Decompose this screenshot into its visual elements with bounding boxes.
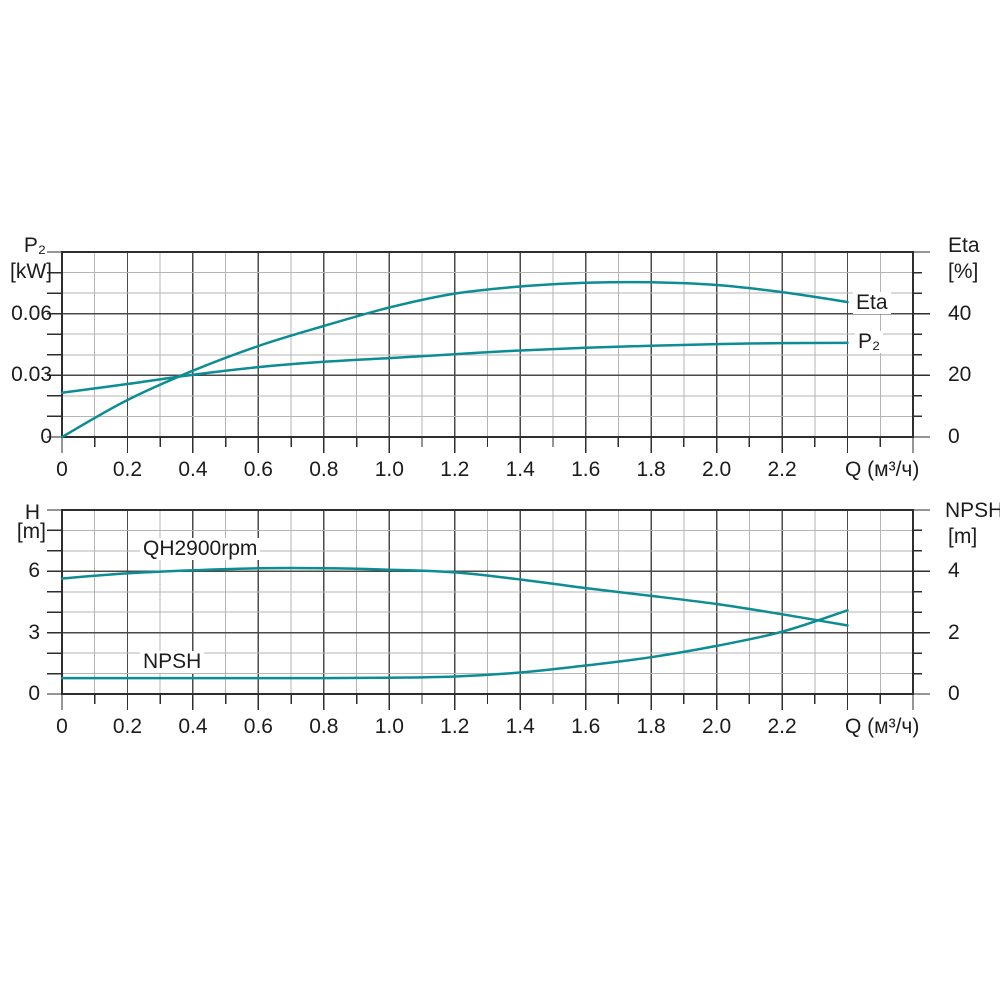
x-tick-label: 1.2 <box>440 715 470 738</box>
x-tick-label: 1.0 <box>374 715 404 738</box>
curve-label-p2: P₂ <box>855 331 884 353</box>
plot-frame <box>61 509 914 695</box>
top-right-axis-unit: [%] <box>948 260 979 283</box>
x-tick-label: 2.2 <box>767 458 797 481</box>
top-left-tick-label: 0.06 <box>11 302 52 325</box>
curve-npsh <box>60 609 849 680</box>
curve-label-eta: Eta <box>853 292 891 314</box>
x-tick-label: 0.6 <box>243 715 273 738</box>
bottom-left-axis-title: H <box>24 501 40 524</box>
bottom-right-tick-label: 4 <box>948 559 960 582</box>
bottom-right-axis-title: NPSH <box>945 499 1000 522</box>
x-tick-label: 0.8 <box>309 458 339 481</box>
x-tick-label: 0.4 <box>178 715 208 738</box>
x-tick-label: 0.4 <box>178 458 208 481</box>
grid-lines <box>62 252 913 437</box>
curve-label-qh2900rpm: QH2900rpm <box>140 538 261 560</box>
top-right-axis-title: Eta <box>948 234 980 257</box>
x-tick-label: 0 <box>56 458 68 481</box>
top-left-tick-label: 0 <box>40 425 52 448</box>
curve-eta <box>60 280 849 439</box>
x-tick-label: 0.6 <box>243 458 273 481</box>
x-tick-label: 1.8 <box>636 458 666 481</box>
x-tick-label: 1.4 <box>505 715 535 738</box>
top-right-tick-label: 20 <box>948 363 972 386</box>
bottom-left-tick-label: 3 <box>28 621 40 644</box>
plot-frame <box>61 251 914 438</box>
curve-label-npsh: NPSH <box>140 651 205 673</box>
top-left-axis-title: P₂ <box>23 234 46 257</box>
x-tick-label: 1.8 <box>636 715 666 738</box>
bottom-right-axis-unit: [m] <box>948 525 978 548</box>
x-tick-label: 0.8 <box>309 715 339 738</box>
bottom-left-tick-label: 0 <box>28 682 40 705</box>
x-tick-label: 0.2 <box>112 715 143 738</box>
bottom-right-tick-label: 2 <box>948 621 960 644</box>
tick-marks <box>47 251 930 453</box>
top-left-tick-label: 0.03 <box>11 363 52 386</box>
x-tick-label: 2.2 <box>767 715 797 738</box>
x-tick-label: 2.0 <box>702 458 732 481</box>
bottom-left-axis-unit: [m] <box>16 520 46 543</box>
curve-qh2900rpm <box>60 566 849 627</box>
tick-marks <box>47 509 930 710</box>
x-tick-label: 1.6 <box>571 715 601 738</box>
bottom-right-tick-label: 0 <box>948 682 960 705</box>
bottom-left-tick-label: 6 <box>28 559 40 582</box>
top-right-tick-label: 0 <box>948 425 960 448</box>
x-tick-label: 0.2 <box>112 458 143 481</box>
x-tick-label: 1.6 <box>571 458 601 481</box>
top-left-axis-unit: [kW] <box>10 260 52 283</box>
x-tick-label: 1.2 <box>440 458 470 481</box>
x-tick-label: 0 <box>56 715 68 738</box>
top-right-tick-label: 40 <box>948 302 972 325</box>
x-tick-label: 1.0 <box>374 458 404 481</box>
top-x-axis-unit-label: Q (м³/ч) <box>845 458 920 481</box>
curve-p2 <box>60 341 849 395</box>
bottom-x-axis-unit-label: Q (м³/ч) <box>845 715 920 738</box>
x-tick-label: 2.0 <box>702 715 732 738</box>
x-tick-label: 1.4 <box>505 458 535 481</box>
